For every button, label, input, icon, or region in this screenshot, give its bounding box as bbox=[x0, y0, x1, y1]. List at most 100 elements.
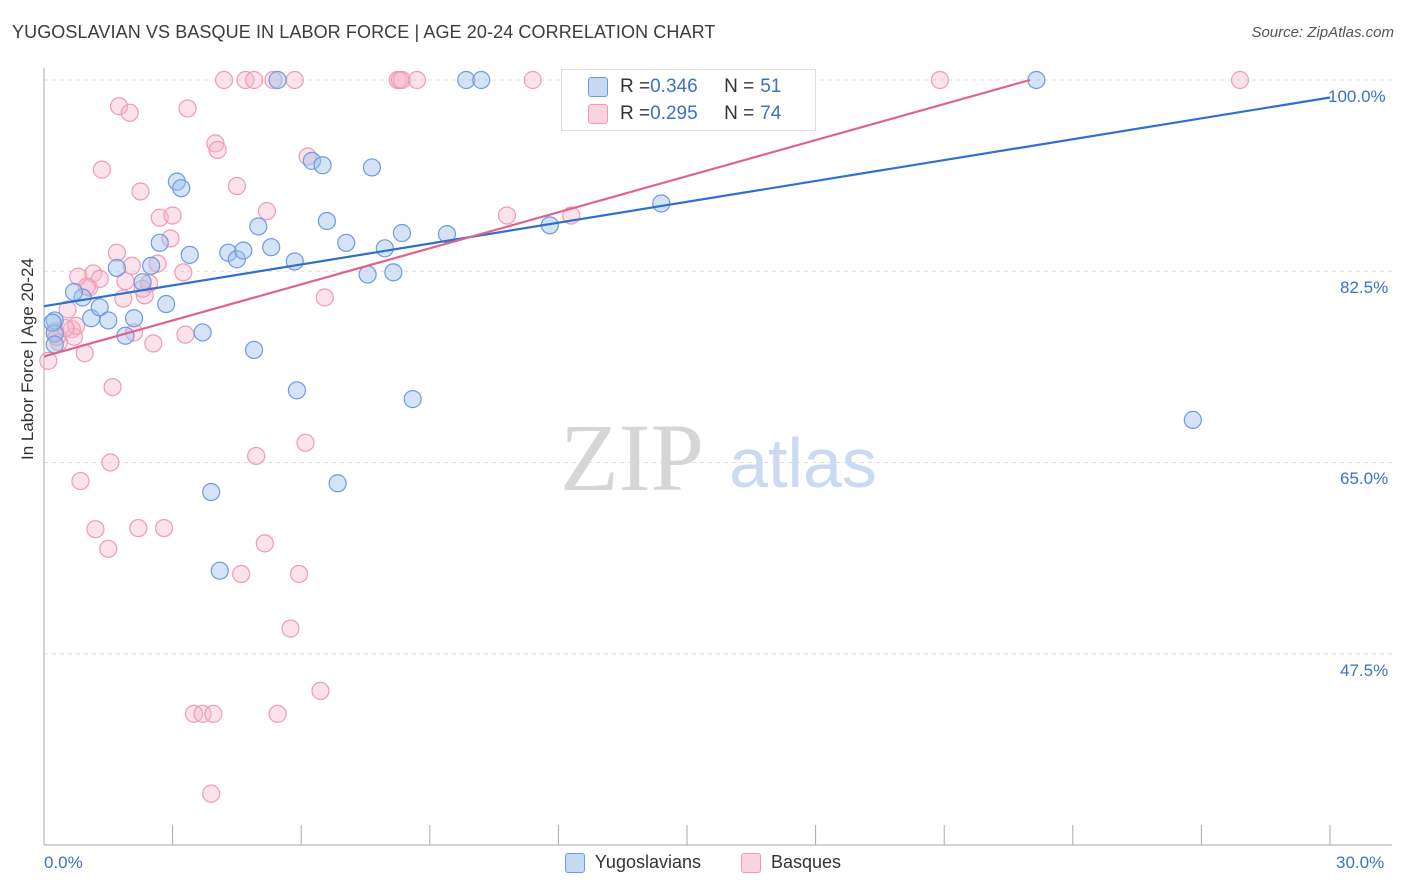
watermark: ZIP atlas bbox=[560, 404, 877, 511]
legend: Yugoslavians Basques bbox=[0, 852, 1406, 873]
legend-item-yugoslavians[interactable]: Yugoslavians bbox=[564, 852, 701, 873]
basque-point bbox=[163, 206, 182, 225]
yugoslavian-point bbox=[268, 70, 287, 90]
basque-point bbox=[268, 704, 287, 723]
legend-label-basques: Basques bbox=[771, 852, 842, 872]
basque-point bbox=[930, 70, 950, 90]
basque-point bbox=[176, 325, 195, 344]
yugoslavian-point bbox=[362, 158, 382, 177]
yugoslavian-point bbox=[652, 194, 671, 213]
basque-point bbox=[204, 704, 223, 723]
yugoslavian-point bbox=[302, 151, 322, 170]
yugoslavians-swatch bbox=[588, 77, 608, 97]
y-tick-label-100: 100.0% bbox=[1328, 87, 1386, 106]
basque-point bbox=[315, 288, 334, 307]
yugoslavian-point bbox=[358, 265, 377, 284]
stats-row-yugoslavians: R = 0.346 N = 51 bbox=[588, 76, 781, 98]
basque-point bbox=[58, 300, 77, 319]
source-label: Source: ZipAtlas.com bbox=[1251, 24, 1394, 41]
n-value: 51 bbox=[760, 76, 782, 97]
y-tick-label-47-5: 47.5% bbox=[1340, 661, 1389, 680]
basque-point bbox=[178, 99, 197, 118]
basque-point bbox=[206, 134, 225, 153]
yugoslavian-point bbox=[45, 335, 64, 354]
basque-point bbox=[122, 256, 141, 275]
yugoslavian-point bbox=[150, 233, 169, 252]
yugoslavian-point bbox=[234, 241, 253, 260]
basque-point bbox=[311, 681, 330, 701]
y-axis-label: In Labor Force | Age 20-24 bbox=[18, 258, 37, 460]
stats-legend: R = 0.346 N = 51 R = 0.295 N = 74 bbox=[561, 69, 816, 131]
yugoslavian-point bbox=[107, 258, 126, 278]
basque-point bbox=[214, 70, 234, 90]
yugoslavian-point bbox=[1183, 410, 1202, 429]
basque-point bbox=[154, 518, 174, 538]
yugoslavian-point bbox=[210, 561, 229, 580]
yugoslavian-point bbox=[99, 311, 118, 330]
basque-point bbox=[129, 518, 148, 538]
basque-point bbox=[244, 70, 264, 90]
yugoslavian-point bbox=[180, 245, 199, 264]
yugoslavian-point bbox=[328, 474, 347, 493]
basque-point bbox=[109, 97, 129, 116]
basque-point bbox=[101, 453, 120, 472]
basque-point bbox=[247, 446, 266, 466]
yugoslavian-point bbox=[375, 239, 394, 258]
basque-point bbox=[257, 202, 277, 221]
stats-row-basques: R = 0.295 N = 74 bbox=[588, 103, 781, 125]
yugoslavian-point bbox=[392, 223, 412, 243]
basques-trend-line bbox=[43, 78, 1031, 358]
yugoslavian-point bbox=[317, 211, 337, 231]
yugoslavian-point bbox=[133, 273, 152, 292]
x-tick-label-max: 30.0% bbox=[1336, 853, 1385, 872]
yugoslavian-point bbox=[244, 340, 264, 360]
yugoslavian-point bbox=[262, 238, 281, 257]
r-value: 0.295 bbox=[650, 103, 698, 124]
yugoslavian-point bbox=[172, 179, 191, 198]
yugoslavian-point bbox=[472, 70, 491, 90]
basque-point bbox=[120, 103, 139, 122]
basque-point bbox=[92, 160, 111, 179]
basque-point bbox=[227, 176, 246, 196]
legend-swatch-yugoslavians bbox=[564, 852, 585, 873]
axes bbox=[43, 68, 1392, 846]
basque-point bbox=[71, 471, 90, 491]
yugoslavian-point bbox=[1027, 70, 1046, 90]
basques-points bbox=[39, 70, 1250, 803]
yugoslavian-point bbox=[124, 309, 144, 328]
legend-item-basques[interactable]: Basques bbox=[741, 852, 841, 873]
n-label: N = bbox=[724, 76, 755, 97]
r-label: R = bbox=[620, 103, 651, 124]
yugoslavian-point bbox=[384, 263, 403, 282]
basque-point bbox=[161, 229, 180, 248]
yugoslavian-point bbox=[157, 294, 176, 314]
legend-swatch-basques bbox=[741, 852, 761, 873]
watermark-atlas: atlas bbox=[729, 424, 877, 502]
basque-point bbox=[202, 784, 221, 803]
yugoslavian-point bbox=[142, 256, 161, 275]
yugoslavian-point bbox=[457, 70, 476, 90]
basque-point bbox=[86, 520, 105, 539]
yugoslavian-point bbox=[403, 390, 422, 409]
yugoslavian-point bbox=[43, 313, 62, 332]
basque-point bbox=[103, 377, 122, 397]
basque-point bbox=[289, 564, 309, 584]
basque-point bbox=[523, 70, 542, 90]
basque-point bbox=[208, 140, 227, 160]
yugoslavian-point bbox=[64, 282, 84, 302]
yugoslavian-point bbox=[313, 156, 332, 175]
yugoslavian-point bbox=[202, 482, 221, 502]
basque-point bbox=[497, 206, 517, 225]
basque-point bbox=[296, 433, 315, 452]
yugoslavian-point bbox=[287, 381, 307, 400]
basque-point bbox=[1230, 70, 1250, 90]
basque-point bbox=[255, 534, 274, 553]
yugoslavian-point bbox=[337, 233, 356, 252]
basque-point bbox=[107, 243, 126, 262]
basques-swatch bbox=[588, 104, 608, 124]
basque-point bbox=[232, 564, 251, 584]
basque-point bbox=[281, 619, 300, 638]
n-value: 74 bbox=[760, 103, 782, 124]
y-tick-label-65: 65.0% bbox=[1340, 469, 1389, 488]
